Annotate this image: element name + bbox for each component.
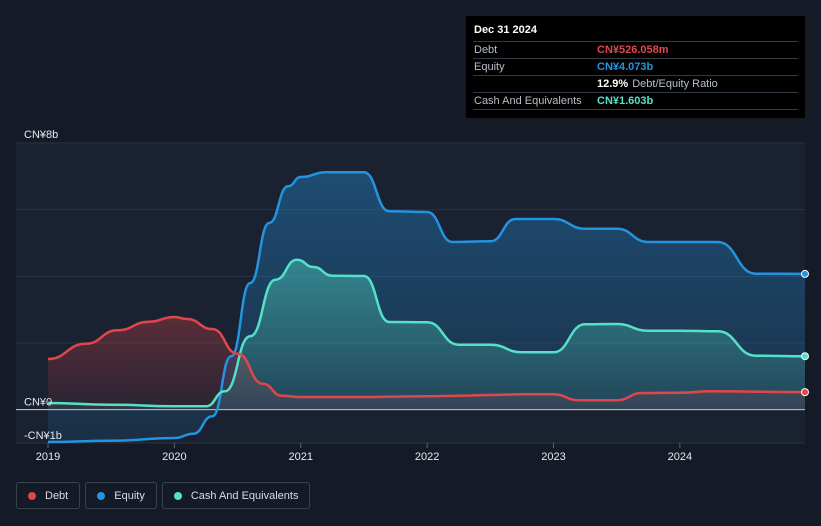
legend-label: Cash And Equivalents	[190, 489, 299, 502]
y-axis-labels: CN¥8b CN¥0 -CN¥1b	[24, 129, 62, 442]
series-end-markers	[801, 269, 809, 397]
tooltip-value: CN¥526.058m	[597, 44, 669, 56]
tooltip-label: Cash And Equivalents	[474, 95, 582, 107]
tooltip: Dec 31 2024 Debt CN¥526.058m Equity CN¥4…	[466, 16, 805, 118]
tooltip-row-equity: Equity CN¥4.073b	[473, 58, 798, 75]
tooltip-row-debt: Debt CN¥526.058m	[473, 41, 798, 58]
x-axis-labels: 2019 2020 2021 2022 2023 2024	[36, 443, 692, 463]
y-tick-label: -CN¥1b	[24, 430, 62, 442]
equity-line	[47, 171, 805, 444]
tooltip-value: CN¥4.073b	[597, 61, 654, 73]
x-tick-label: 2021	[289, 451, 313, 463]
legend-item-debt[interactable]: Debt	[16, 482, 81, 509]
x-tick-label: 2019	[36, 451, 60, 463]
x-tick-label: 2024	[668, 451, 692, 463]
x-tick-label: 2020	[162, 451, 186, 463]
tooltip-label	[474, 76, 597, 92]
series-areas	[48, 172, 805, 443]
legend-label: Equity	[114, 489, 145, 502]
tooltip-row-cash: Cash And Equivalents CN¥1.603b	[473, 92, 798, 110]
tooltip-label: Debt	[474, 44, 498, 56]
legend-dot-icon	[173, 491, 182, 500]
legend-label: Debt	[45, 489, 69, 502]
tooltip-date: Dec 31 2024	[474, 24, 537, 36]
cash-line	[47, 258, 805, 408]
legend-item-equity[interactable]: Equity	[85, 482, 157, 509]
y-tick-label: CN¥0	[24, 397, 52, 409]
debt-line	[47, 315, 805, 402]
legend: Debt Equity Cash And Equivalents	[16, 482, 315, 509]
series-lines	[47, 171, 805, 444]
y-tick-label: CN¥8b	[24, 129, 58, 141]
x-tick-label: 2023	[541, 451, 565, 463]
debt-area	[48, 317, 805, 410]
equity-end-marker	[801, 269, 809, 278]
tooltip-label: Equity	[474, 61, 505, 73]
tooltip-value: CN¥1.603b	[597, 95, 654, 107]
tooltip-value: 12.9%	[597, 78, 629, 90]
tooltip-extra: Debt/Equity Ratio	[632, 78, 718, 90]
debt-end-marker	[801, 388, 809, 397]
legend-dot-icon	[28, 491, 36, 500]
legend-item-cash[interactable]: Cash And Equivalents	[161, 482, 311, 509]
x-tick-label: 2022	[415, 451, 439, 463]
legend-dot-icon	[97, 491, 106, 500]
tooltip-row-ratio: 12.9% Debt/Equity Ratio	[473, 75, 798, 92]
cash-end-marker	[801, 352, 809, 361]
